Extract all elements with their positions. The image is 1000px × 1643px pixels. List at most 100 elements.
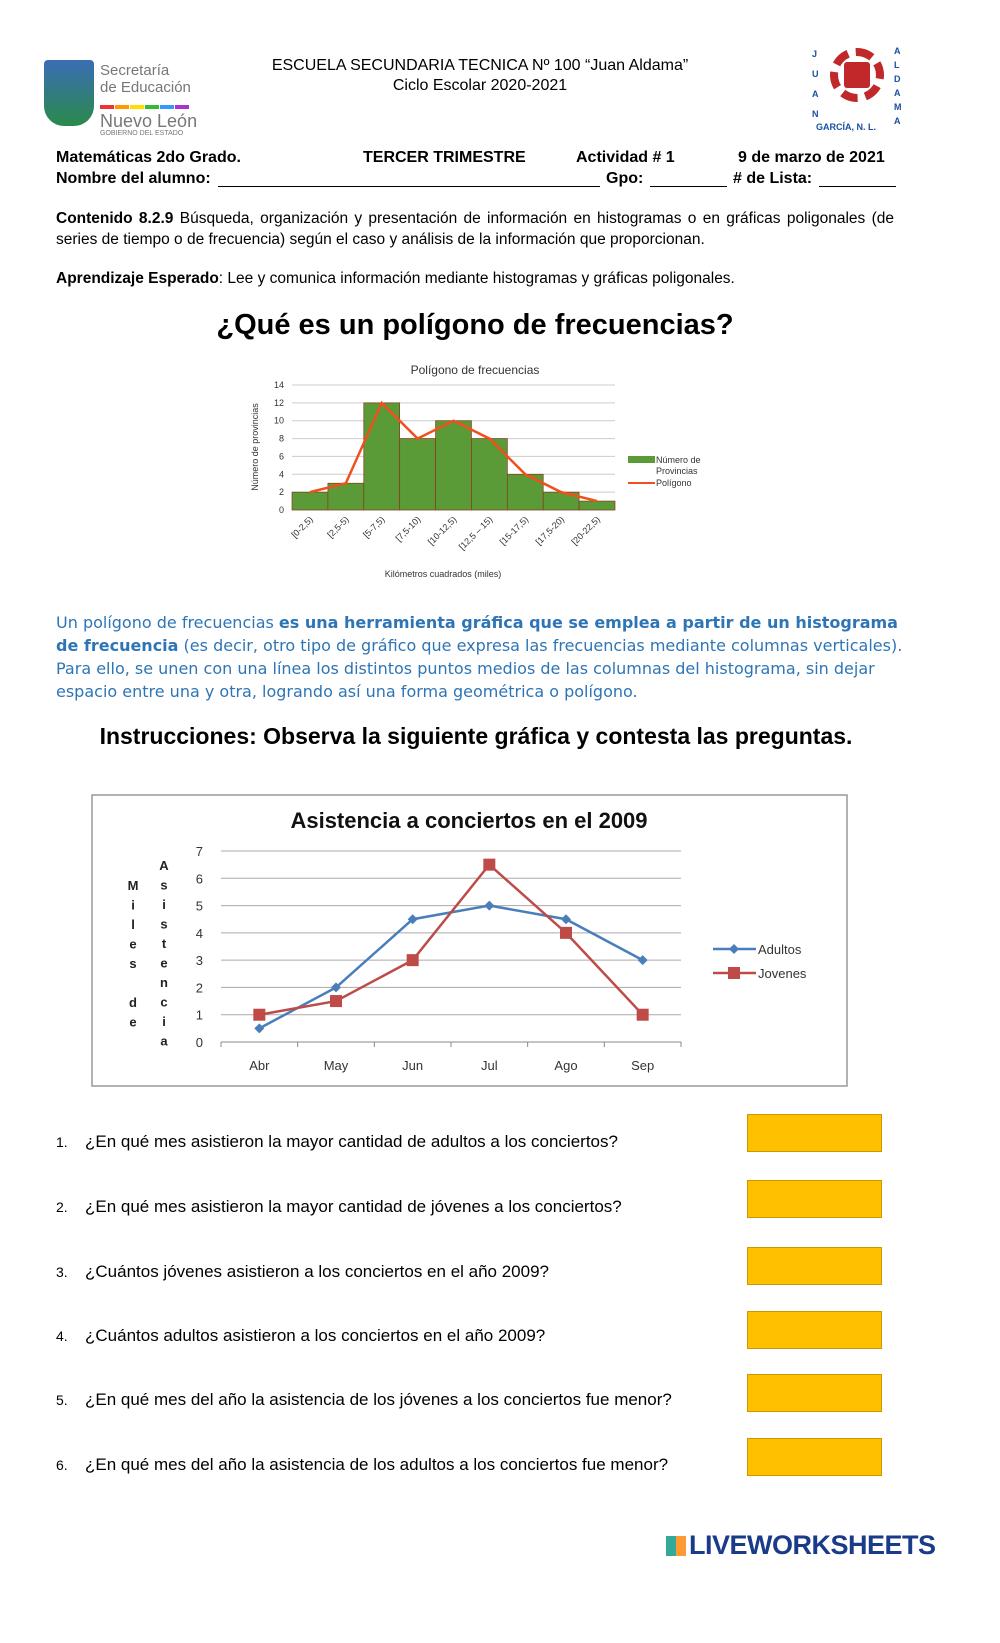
state-shield-logo: [44, 60, 94, 126]
histogram-bar: [578, 500, 616, 511]
y-tick-label: 2: [279, 487, 284, 497]
y-axis-label-right: s: [160, 878, 167, 893]
question-number: 1.: [56, 1134, 68, 1150]
answer-box[interactable]: [747, 1180, 882, 1218]
x-tick-label: [20-22,5): [570, 514, 603, 547]
frequency-polygon-chart: Polígono de frecuencias 0 2 4 6 8 10 12 14 Número…: [250, 363, 701, 579]
y-axis-label-right: s: [160, 917, 167, 932]
data-point-jovenes: [483, 858, 496, 871]
x-tick-label: Ago: [554, 1058, 577, 1073]
x-tick-label: [0-2,5): [289, 514, 314, 539]
logo-line: GOBIERNO DEL ESTADO: [100, 130, 184, 137]
y-tick-label: 3: [196, 953, 203, 968]
y-axis-label-right: n: [160, 975, 168, 990]
data-point-adultos: [484, 900, 495, 911]
definition-text: (es decir, otro tipo de gráfico que expr…: [56, 636, 903, 701]
list-label: # de Lista:: [733, 170, 813, 187]
secretaria-logo-text: Secretaría de Educación Nuevo León GOBIE…: [100, 62, 197, 138]
data-point-adultos: [331, 982, 341, 993]
y-axis-label-left: e: [129, 1015, 136, 1030]
y-tick-label: 7: [196, 844, 203, 859]
histogram-bar: [291, 491, 329, 511]
x-tick-label: Abr: [249, 1058, 270, 1073]
date: 9 de marzo de 2021: [738, 149, 885, 166]
logo-letters: JUAN: [812, 49, 819, 119]
question-text: ¿Cuántos adultos asistieron a los concie…: [85, 1326, 546, 1345]
question: 6. ¿En qué mes del año la asistencia de l…: [56, 1455, 668, 1475]
name-field[interactable]: [218, 186, 600, 187]
subject: Matemáticas 2do Grado.: [56, 149, 241, 166]
group-field[interactable]: [650, 186, 727, 187]
question: 2. ¿En qué mes asistieron la mayor cantid…: [56, 1197, 622, 1217]
y-axis-label-right: e: [160, 956, 167, 971]
y-axis-label-right: t: [162, 936, 167, 951]
y-tick-label: 8: [279, 434, 284, 444]
x-tick-label: May: [324, 1058, 349, 1073]
y-axis-label-right: i: [162, 897, 166, 912]
question-text: ¿En qué mes del año la asistencia de los…: [85, 1455, 669, 1474]
x-tick-label: [15-17,5): [498, 514, 531, 547]
histogram-bar: [435, 420, 472, 511]
legend-label: Jovenes: [758, 966, 807, 981]
y-tick-label: 4: [196, 926, 203, 941]
histogram-bar: [471, 438, 508, 511]
question: 1. ¿En qué mes asistieron la mayor cantid…: [56, 1132, 618, 1152]
chart-title: Polígono de frecuencias: [411, 363, 540, 377]
chart-frame: [91, 794, 848, 1087]
answer-box[interactable]: [747, 1114, 882, 1152]
logo-line: Secretaría: [100, 62, 170, 79]
data-point-jovenes: [636, 1008, 649, 1021]
school-name: ESCUELA SECUNDARIA TECNICA Nº 100 “Juan …: [271, 57, 689, 74]
color-bar: [100, 96, 197, 113]
contenido-label: Contenido 8.2.9: [56, 210, 174, 227]
logo-line: Nuevo León: [100, 111, 198, 131]
x-tick-label: [2,5-5): [325, 514, 350, 539]
list-field[interactable]: [819, 186, 896, 187]
y-tick-label: 14: [274, 380, 284, 390]
answer-box[interactable]: [747, 1374, 882, 1412]
answer-box[interactable]: [747, 1311, 882, 1349]
data-point-jovenes: [330, 995, 342, 1008]
y-axis-label-right: a: [160, 1034, 168, 1049]
group-label: Gpo:: [606, 170, 644, 187]
y-tick-label: 5: [196, 899, 203, 914]
chart-title: Asistencia a conciertos en el 2009: [290, 808, 647, 833]
aprendizaje: Aprendizaje Esperado: Lee y comunica inf…: [56, 268, 894, 289]
polygon-line: [309, 400, 598, 503]
data-point-adultos: [254, 1023, 265, 1034]
x-tick-label: Jun: [402, 1058, 423, 1073]
contenido-text: Búsqueda, organización y presentación de…: [56, 210, 895, 248]
liveworksheets-logo: LIVEWORKSHEETS: [666, 1530, 936, 1561]
data-point-adultos: [637, 955, 648, 966]
question-text: ¿En qué mes asistieron la mayor cantidad…: [85, 1132, 618, 1151]
legend-marker: [728, 967, 740, 979]
school-gear-logo: JUAN ALDAMA GARCÍA, N. L.: [812, 44, 902, 134]
data-point-jovenes: [406, 954, 419, 967]
y-axis-label-left: l: [131, 917, 135, 932]
logo-letters: GARCÍA, N. L.: [816, 122, 876, 132]
y-tick-label: 10: [274, 416, 284, 426]
x-tick-label: [5-7,5): [361, 514, 386, 539]
y-tick-label: 0: [196, 1035, 203, 1050]
answer-box[interactable]: [747, 1438, 882, 1476]
x-tick-label: [10-12,5): [426, 514, 459, 547]
y-axis-label-left: M: [128, 878, 139, 893]
answer-box[interactable]: [747, 1247, 882, 1285]
question-text: ¿En qué mes asistieron la mayor cantidad…: [85, 1197, 622, 1216]
y-axis-label-left: d: [129, 995, 137, 1010]
question: 4. ¿Cuántos adultos asistieron a los conc…: [56, 1326, 545, 1346]
legend-label: Adultos: [758, 942, 802, 957]
y-tick-label: 6: [279, 451, 284, 461]
data-point-adultos: [561, 914, 571, 925]
data-point-adultos: [407, 914, 418, 925]
x-tick-label: Sep: [631, 1058, 654, 1073]
question-number: 4.: [56, 1328, 68, 1344]
term: TERCER TRIMESTRE: [363, 149, 526, 166]
concert-attendance-chart: Asistencia a conciertos en el 2009 0 1 2 3 4 5…: [91, 794, 848, 1087]
x-tick-label: Jul: [481, 1058, 498, 1073]
histogram-bar: [363, 402, 401, 511]
legend-marker: [729, 944, 739, 954]
question-text: ¿En qué mes del año la asistencia de los…: [85, 1390, 672, 1409]
data-point-jovenes: [253, 1008, 266, 1021]
